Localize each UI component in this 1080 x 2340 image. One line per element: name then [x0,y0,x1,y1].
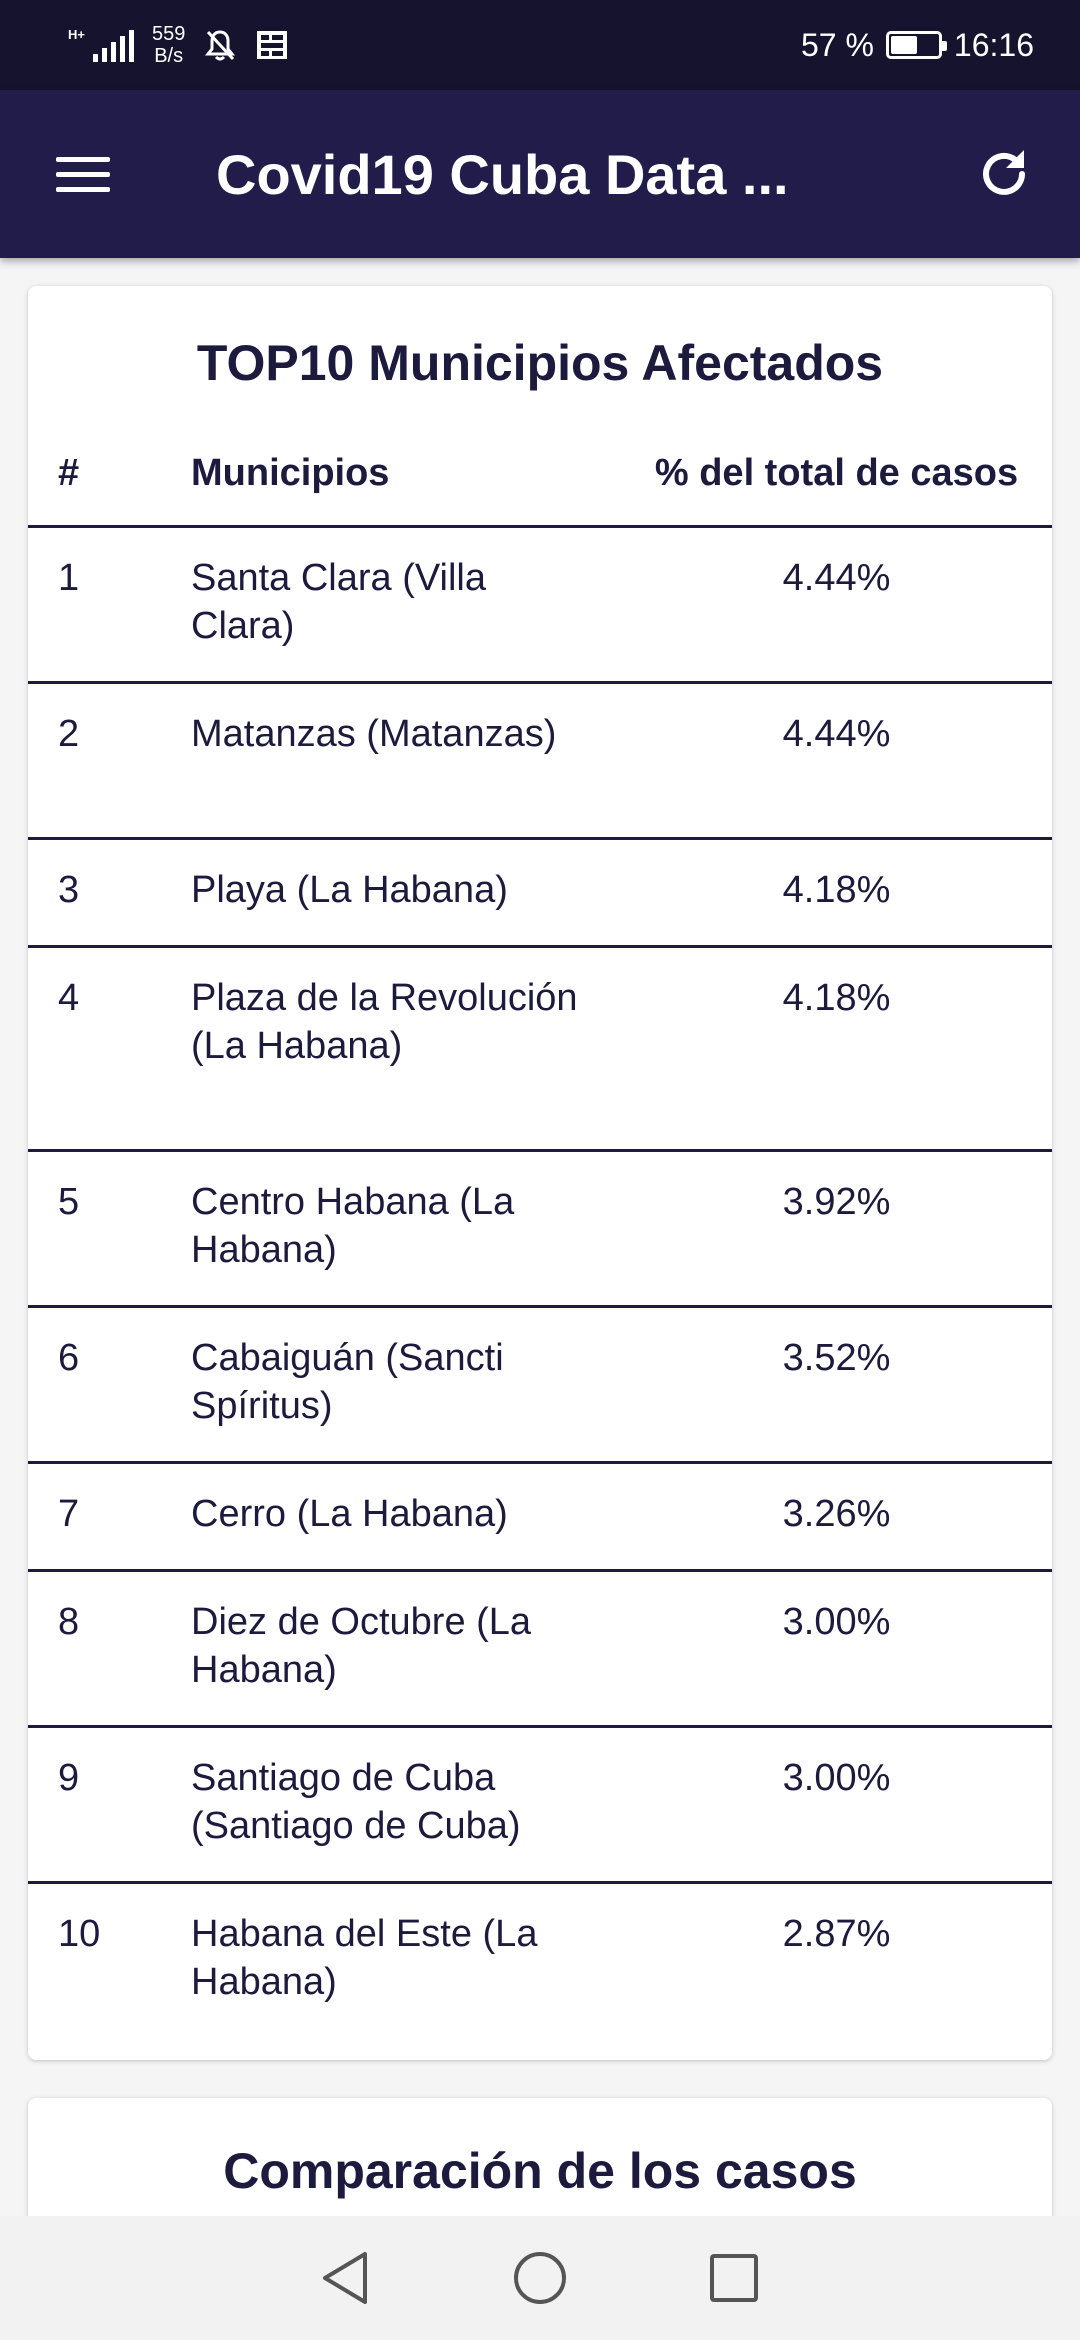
table-row: 8 Diez de Octubre (La Habana) 3.00% [28,1572,1052,1728]
recents-button[interactable] [702,2246,766,2310]
row-percent: 3.00% [782,1601,891,1643]
network-type-label: H+ [68,27,85,42]
battery-icon [885,31,947,59]
header-municipios: Municipios [191,452,390,494]
table-row: 9 Santiago de Cuba (Santiago de Cuba) 3.… [28,1728,1052,1884]
table-row: 2 Matanzas (Matanzas) 4.44% [28,684,1052,840]
row-percent: 4.44% [782,713,891,755]
row-percent: 3.52% [782,1337,891,1379]
header-percent: % del total de casos [654,452,1019,494]
row-percent: 3.92% [782,1181,891,1223]
table-row: 10 Habana del Este (La Habana) 2.87% [28,1884,1052,2040]
status-bar: H+ 559 B/s [0,0,1080,90]
home-button[interactable] [508,2246,572,2310]
network-speed: 559 B/s [152,23,185,67]
app-notification-icon [255,28,289,62]
app-title: Covid19 Cuba Data ... [216,142,789,206]
hamburger-menu-icon [56,156,110,162]
status-right: 57 % 16:16 [801,27,1034,64]
top10-card: TOP10 Municipios Afectados # Municipios … [28,286,1052,2060]
top10-title: TOP10 Municipios Afectados [196,335,884,391]
app-bar: Covid19 Cuba Data ... [0,90,1080,258]
comparison-card: Comparación de los casos [28,2098,1052,2216]
battery-percent: 57 % [800,26,874,63]
row-num: 10 [58,1913,101,1955]
table-row: 7 Cerro (La Habana) 3.26% [28,1464,1052,1572]
table-row: 5 Centro Habana (La Habana) 3.92% [28,1152,1052,1308]
clock: 16:16 [953,26,1034,63]
row-municipio: Matanzas (Matanzas) [191,713,557,755]
row-num: 5 [58,1181,80,1223]
row-num: 3 [58,869,80,911]
table-row: 4 Plaza de la Revolución (La Habana) 4.1… [28,948,1052,1152]
header-num: # [58,452,80,494]
row-num: 2 [58,713,80,755]
row-num: 9 [58,1757,80,1799]
row-percent: 4.18% [782,977,891,1019]
main-content[interactable]: TOP10 Municipios Afectados # Municipios … [0,258,1080,2216]
home-circle-icon [514,2252,566,2304]
row-num: 1 [58,557,80,599]
notifications-off-icon [203,28,237,62]
recents-square-icon [710,2254,758,2302]
top10-table: # Municipios % del total de casos 1 Sant… [28,436,1052,2040]
row-percent: 2.87% [782,1913,891,1955]
table-header: # Municipios % del total de casos [28,436,1052,528]
comparison-title: Comparación de los casos [223,2143,857,2199]
row-municipio: Santiago de Cuba (Santiago de Cuba) [191,1757,521,1847]
row-num: 4 [58,977,80,1019]
row-num: 8 [58,1601,80,1643]
row-municipio: Cabaiguán (Sancti Spíritus) [191,1337,504,1427]
table-row: 6 Cabaiguán (Sancti Spíritus) 3.52% [28,1308,1052,1464]
row-municipio: Cerro (La Habana) [191,1493,508,1535]
table-row: 3 Playa (La Habana) 4.18% [28,840,1052,948]
row-municipio: Santa Clara (Villa Clara) [191,557,487,647]
row-municipio: Centro Habana (La Habana) [191,1181,515,1271]
row-percent: 4.44% [782,557,891,599]
row-num: 7 [58,1493,80,1535]
table-row: 1 Santa Clara (Villa Clara) 4.44% [28,528,1052,684]
refresh-icon [983,150,1025,195]
row-municipio: Habana del Este (La Habana) [191,1913,538,2003]
refresh-button[interactable] [972,142,1036,206]
menu-button[interactable] [56,146,112,202]
network-speed-value: 559 [151,23,186,45]
status-left: H+ 559 B/s [68,23,289,67]
back-triangle-icon [323,2252,367,2304]
row-percent: 3.26% [782,1493,891,1535]
row-num: 6 [58,1337,80,1379]
system-navigation-bar [0,2216,1080,2340]
back-button[interactable] [314,2246,378,2310]
row-municipio: Plaza de la Revolución (La Habana) [191,977,578,1067]
row-percent: 3.00% [782,1757,891,1799]
battery-level [890,36,918,54]
row-municipio: Diez de Octubre (La Habana) [191,1601,532,1691]
network-speed-unit: B/s [154,45,184,67]
signal-strength-icon: H+ [68,28,134,62]
row-percent: 4.18% [782,869,891,911]
row-municipio: Playa (La Habana) [191,869,508,911]
